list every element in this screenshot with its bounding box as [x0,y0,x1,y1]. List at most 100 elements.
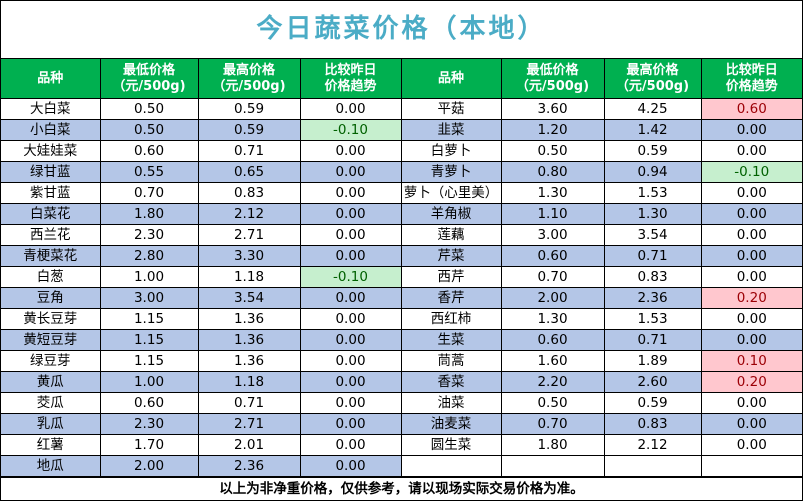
cell-name: 大白菜 [1,98,101,120]
cell-min: 1.80 [500,434,605,456]
cell-max: 3.54 [603,224,702,246]
cell-trend: 0.00 [299,161,402,183]
cell-trend: 0.00 [700,308,802,330]
table-row: 小白菜 0.50 0.59 -0.10 韭菜 1.20 1.42 0.00 [1,119,802,141]
cell-name: 羊角椒 [400,203,502,225]
cell-min: 3.60 [500,98,605,120]
cell-min: 2.00 [99,455,199,477]
table-row: 白葱 1.00 1.18 -0.10 西芹 0.70 0.83 0.00 [1,266,802,288]
cell-max: 3.54 [197,287,301,309]
cell-min: 1.30 [500,182,605,204]
cell-name: 青梗菜花 [1,245,101,267]
header-min: 最低价格 （元/500g) [500,59,605,99]
table-row: 西兰花 2.30 2.71 0.00 莲藕 3.00 3.54 0.00 [1,224,802,246]
cell-name: 圆生菜 [400,434,502,456]
cell-name: 香菜 [400,371,502,393]
cell-name: 黄瓜 [1,371,101,393]
cell-max: 3.30 [197,245,301,267]
cell-max: 0.65 [197,161,301,183]
cell-max: 0.71 [603,329,702,351]
header-trend: 比较昨日 价格趋势 [299,59,402,99]
table-row: 茭瓜 0.60 0.71 0.00 油菜 0.50 0.59 0.00 [1,392,802,414]
cell-min: 0.60 [99,392,199,414]
cell-trend: 0.00 [299,455,402,477]
cell-max: 0.83 [197,182,301,204]
cell-min: 3.00 [500,224,605,246]
cell-name: 香芹 [400,287,502,309]
empty-cell [500,455,605,477]
table-row: 绿豆芽 1.15 1.36 0.00 茼蒿 1.60 1.89 0.10 [1,350,802,372]
cell-min: 1.60 [500,350,605,372]
header-max: 最高价格 （元/500g) [603,59,702,99]
cell-min: 0.50 [500,140,605,162]
cell-trend: 0.00 [700,434,802,456]
cell-trend: 0.00 [299,140,402,162]
cell-name: 乳瓜 [1,413,101,435]
cell-min: 2.30 [99,413,199,435]
cell-trend: 0.00 [299,308,402,330]
cell-min: 0.60 [99,140,199,162]
cell-min: 1.30 [500,308,605,330]
table-row: 黄短豆芽 1.15 1.36 0.00 生菜 0.60 0.71 0.00 [1,329,802,351]
cell-min: 1.20 [500,119,605,141]
cell-max: 2.36 [197,455,301,477]
cell-name: 西红柿 [400,308,502,330]
cell-max: 0.83 [603,266,702,288]
cell-min: 0.80 [500,161,605,183]
table-row: 黄长豆芽 1.15 1.36 0.00 西红柿 1.30 1.53 0.00 [1,308,802,330]
cell-min: 1.80 [99,203,199,225]
cell-name: 红薯 [1,434,101,456]
header-max: 最高价格 （元/500g) [197,59,301,99]
header-name: 品种 [400,59,502,99]
cell-min: 0.70 [99,182,199,204]
cell-name: 芹菜 [400,245,502,267]
cell-name: 白菜花 [1,203,101,225]
cell-max: 1.53 [603,182,702,204]
cell-trend: 0.00 [299,392,402,414]
cell-name: 大娃娃菜 [1,140,101,162]
cell-trend: 0.10 [700,350,802,372]
cell-name: 韭菜 [400,119,502,141]
cell-trend: 0.00 [700,224,802,246]
cell-trend: 0.00 [700,203,802,225]
table-row: 地瓜 2.00 2.36 0.00 [1,455,802,477]
cell-trend: 0.20 [700,287,802,309]
cell-trend: -0.10 [299,266,402,288]
cell-name: 豆角 [1,287,101,309]
cell-trend: 0.00 [700,182,802,204]
cell-name: 油菜 [400,392,502,414]
cell-name: 绿甘蓝 [1,161,101,183]
cell-max: 1.36 [197,350,301,372]
cell-max: 2.36 [603,287,702,309]
cell-max: 2.12 [603,434,702,456]
cell-name: 油麦菜 [400,413,502,435]
cell-trend: 0.00 [299,371,402,393]
empty-cell [700,455,802,477]
cell-name: 黄短豆芽 [1,329,101,351]
cell-min: 1.70 [99,434,199,456]
cell-min: 1.10 [500,203,605,225]
cell-trend: 0.00 [700,392,802,414]
cell-max: 4.25 [603,98,702,120]
table-row: 紫甘蓝 0.70 0.83 0.00 萝卜（心里美） 1.30 1.53 0.00 [1,182,802,204]
cell-max: 0.59 [603,140,702,162]
cell-max: 1.42 [603,119,702,141]
cell-trend: 0.00 [299,182,402,204]
cell-max: 2.71 [197,413,301,435]
table-row: 大白菜 0.50 0.59 0.00 平菇 3.60 4.25 0.60 [1,98,802,120]
cell-max: 1.18 [197,371,301,393]
cell-min: 2.30 [99,224,199,246]
cell-min: 0.70 [500,266,605,288]
table-row: 绿甘蓝 0.55 0.65 0.00 青萝卜 0.80 0.94 -0.10 [1,161,802,183]
cell-min: 0.60 [500,329,605,351]
cell-min: 2.80 [99,245,199,267]
cell-name: 黄长豆芽 [1,308,101,330]
cell-max: 2.71 [197,224,301,246]
cell-name: 青萝卜 [400,161,502,183]
cell-min: 1.15 [99,308,199,330]
empty-cell [603,455,702,477]
cell-min: 1.15 [99,329,199,351]
cell-max: 1.30 [603,203,702,225]
cell-trend: 0.60 [700,98,802,120]
